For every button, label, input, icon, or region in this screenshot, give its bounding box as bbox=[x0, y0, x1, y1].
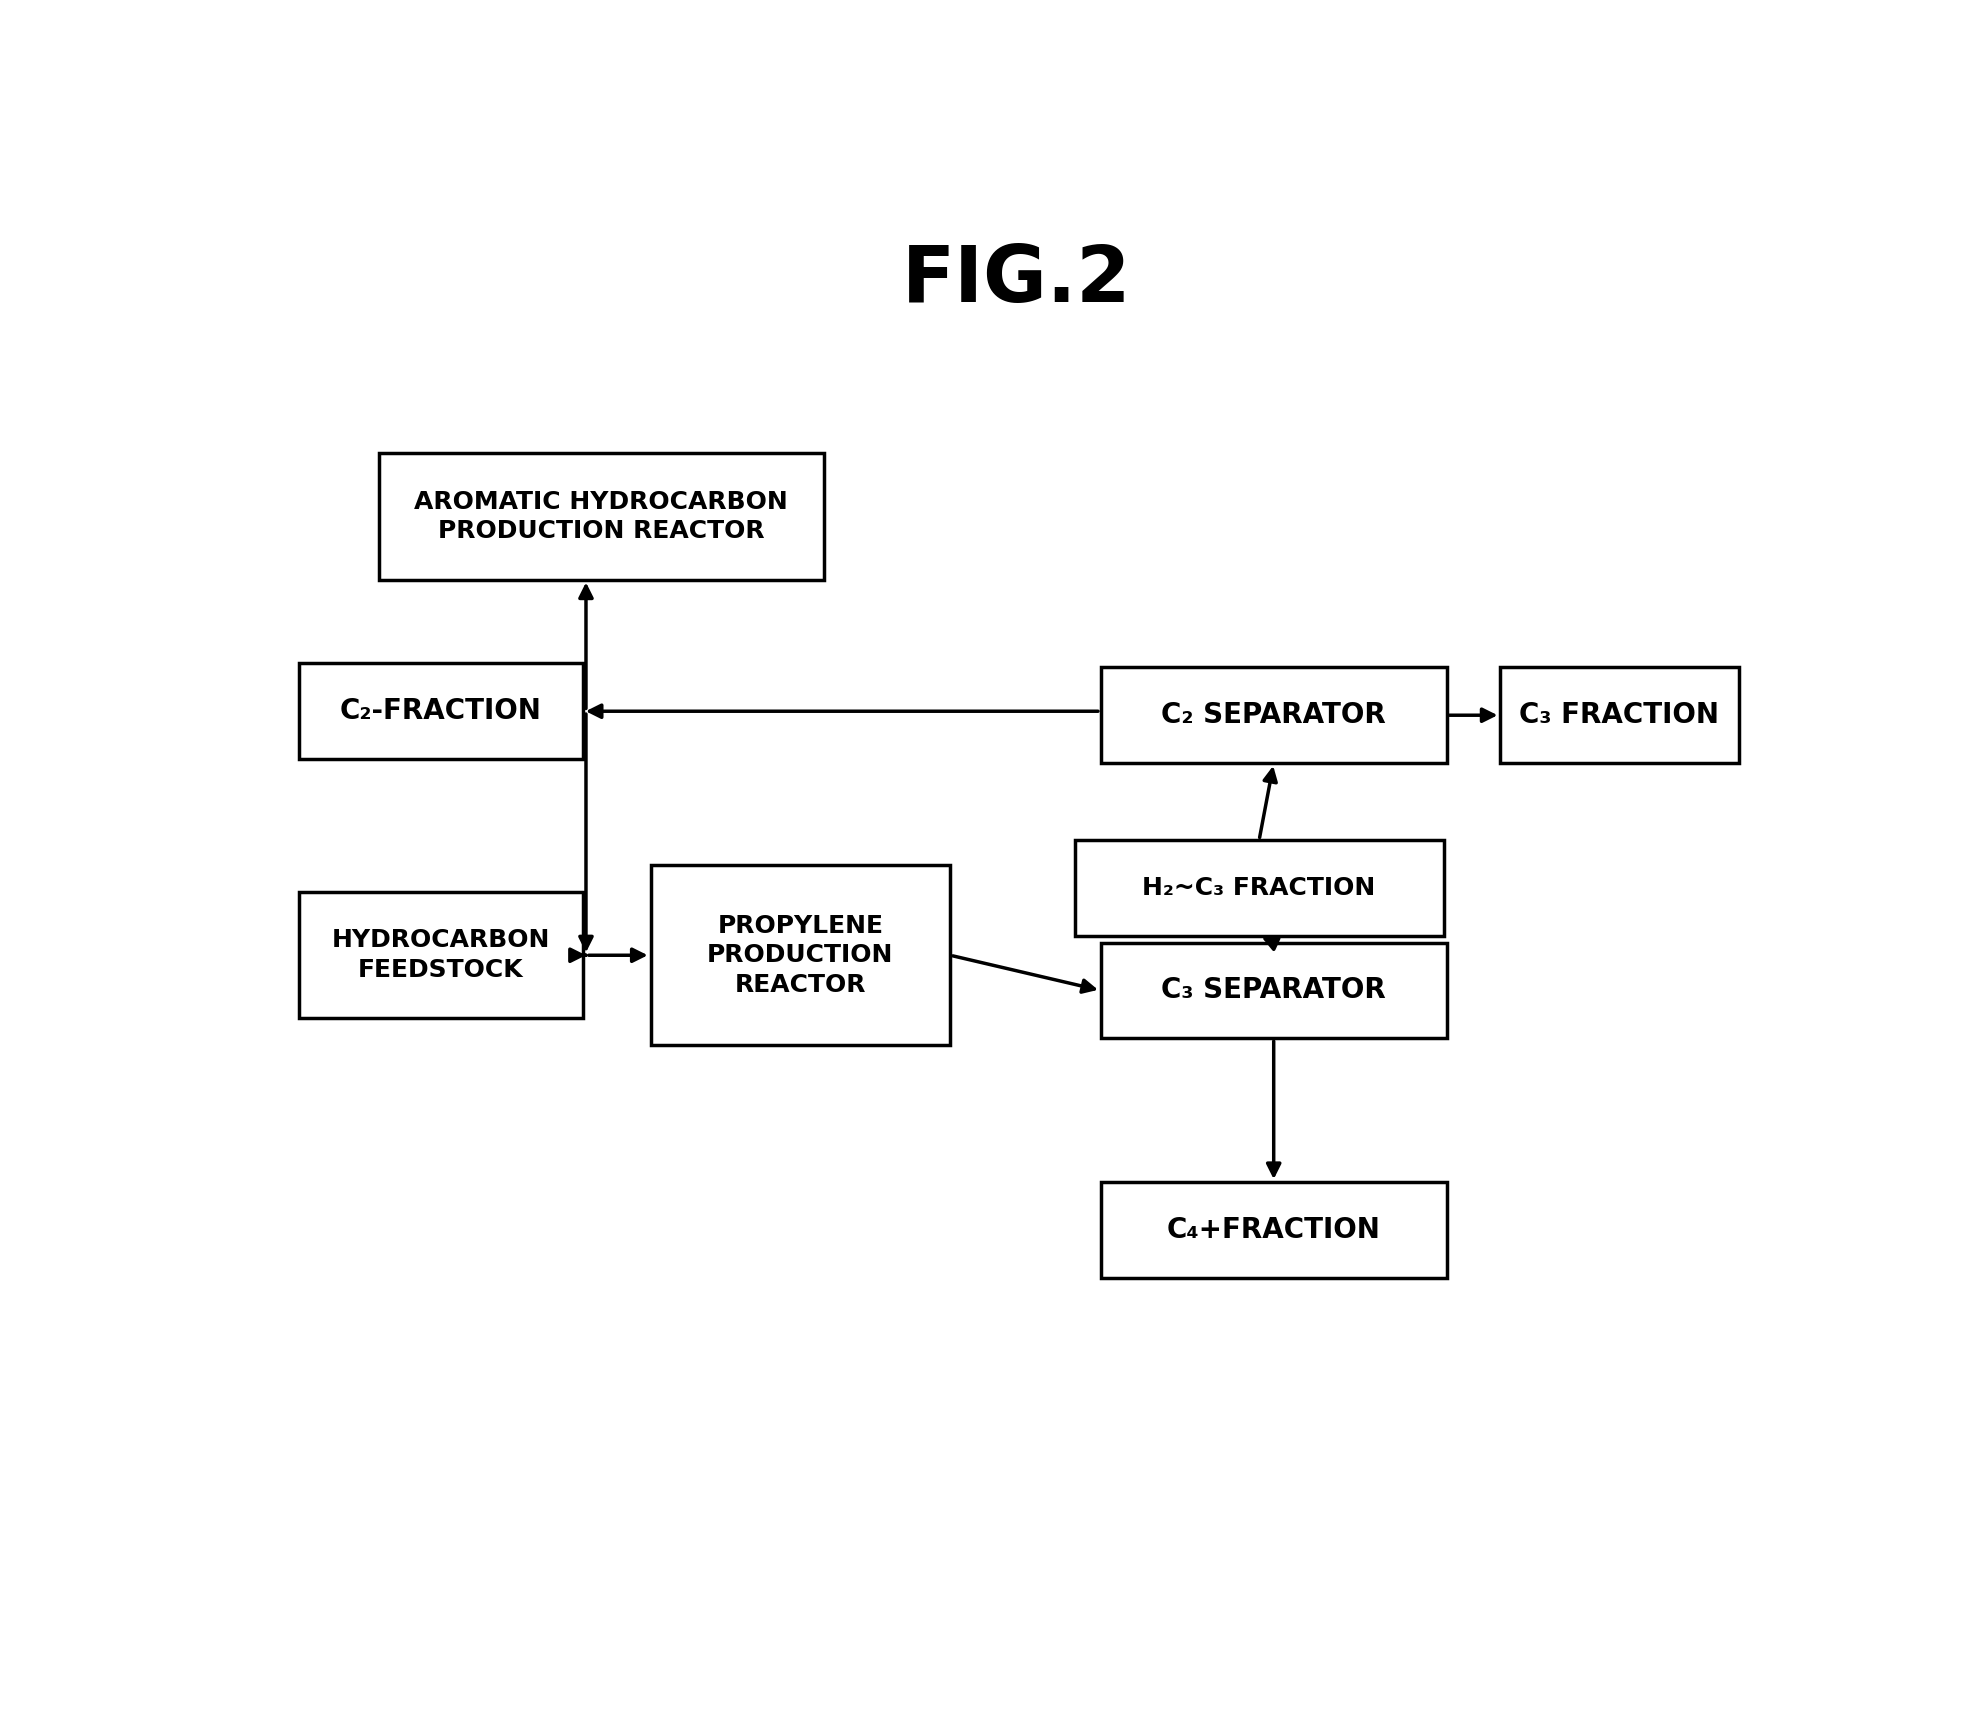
FancyBboxPatch shape bbox=[1100, 943, 1447, 1038]
Text: C₄+FRACTION: C₄+FRACTION bbox=[1165, 1216, 1379, 1243]
FancyBboxPatch shape bbox=[1100, 1181, 1447, 1278]
Text: HYDROCARBON
FEEDSTOCK: HYDROCARBON FEEDSTOCK bbox=[331, 929, 549, 983]
FancyBboxPatch shape bbox=[299, 663, 583, 760]
FancyBboxPatch shape bbox=[1074, 841, 1443, 936]
FancyBboxPatch shape bbox=[379, 452, 825, 580]
Text: FIG.2: FIG.2 bbox=[902, 242, 1130, 318]
Text: C₂-FRACTION: C₂-FRACTION bbox=[339, 698, 541, 725]
Text: C₃ FRACTION: C₃ FRACTION bbox=[1518, 701, 1718, 729]
Text: C₂ SEPARATOR: C₂ SEPARATOR bbox=[1161, 701, 1385, 729]
FancyBboxPatch shape bbox=[1100, 667, 1447, 763]
Text: AROMATIC HYDROCARBON
PRODUCTION REACTOR: AROMATIC HYDROCARBON PRODUCTION REACTOR bbox=[414, 489, 787, 544]
FancyBboxPatch shape bbox=[299, 893, 583, 1019]
FancyBboxPatch shape bbox=[1500, 667, 1738, 763]
Text: H₂~C₃ FRACTION: H₂~C₃ FRACTION bbox=[1142, 876, 1376, 900]
Text: C₃ SEPARATOR: C₃ SEPARATOR bbox=[1161, 976, 1385, 1005]
FancyBboxPatch shape bbox=[650, 865, 949, 1045]
Text: PROPYLENE
PRODUCTION
REACTOR: PROPYLENE PRODUCTION REACTOR bbox=[708, 914, 894, 996]
